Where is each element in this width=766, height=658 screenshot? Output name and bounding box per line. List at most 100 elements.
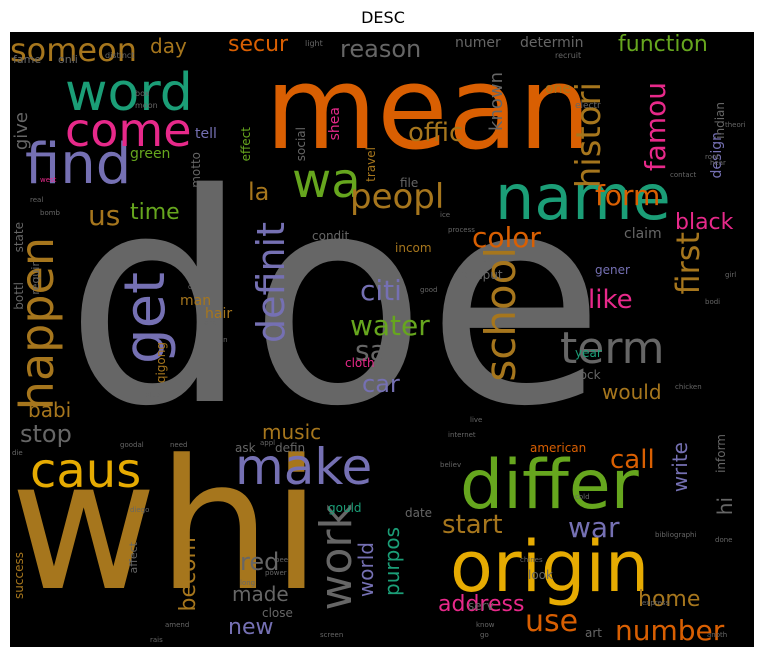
cloud-word: doe	[65, 133, 605, 470]
cloud-word: cat	[188, 283, 199, 291]
cloud-word: hear	[710, 159, 726, 167]
cloud-word: home	[638, 587, 701, 612]
cloud-word: determin	[520, 35, 584, 51]
cloud-word: secur	[228, 32, 289, 57]
cloud-word: blue	[145, 391, 161, 399]
cloud-word: date	[405, 506, 433, 520]
cloud-word: address	[438, 592, 525, 617]
cloud-word: electr	[575, 101, 601, 111]
cloud-word: stop	[20, 420, 72, 448]
cloud-word: good	[420, 286, 438, 294]
cloud-word: differ	[460, 446, 639, 525]
cloud-word: numer	[455, 35, 501, 51]
cloud-word: appl	[260, 439, 276, 447]
cloud-word: reason	[340, 35, 422, 63]
cloud-word: offic	[408, 118, 464, 148]
cloud-word: name	[495, 161, 671, 234]
cloud-word: tell	[195, 126, 217, 142]
cloud-word: mean	[265, 42, 592, 176]
cloud-word: work	[311, 504, 362, 611]
cloud-word: call	[610, 445, 655, 475]
cloud-word: know	[476, 621, 495, 629]
cloud-word: long	[240, 579, 256, 587]
cloud-word: amend	[165, 621, 190, 629]
cloud-word: one	[545, 81, 572, 97]
cloud-word: term	[560, 323, 665, 374]
cloud-word: color	[472, 221, 541, 254]
cloud-word: requir	[29, 262, 42, 295]
cloud-word: ask	[235, 441, 256, 455]
cloud-word: water	[350, 309, 430, 342]
cloud-word: recruit	[555, 51, 582, 60]
cloud-word: light	[305, 39, 323, 48]
cloud-word: definit	[249, 222, 293, 343]
cloud-word: citi	[360, 274, 402, 307]
cloud-word: file	[400, 176, 419, 190]
cloud-word: express	[642, 599, 670, 607]
cloud-word: la	[248, 178, 270, 206]
cloud-word: start	[442, 510, 503, 540]
cloud-word: origin	[450, 526, 650, 608]
cloud-word: rais	[150, 636, 163, 644]
cloud-word: peopl	[350, 177, 445, 217]
cloud-word: made	[232, 582, 289, 606]
cloud-word: root	[705, 153, 720, 161]
cloud-word: american	[530, 441, 587, 455]
cloud-word: hi	[713, 497, 737, 516]
cloud-word: john	[480, 256, 496, 264]
cloud-word: bottl	[12, 282, 26, 310]
cloud-word: comput	[457, 268, 503, 282]
cloud-word: us	[88, 199, 121, 232]
cloud-word: histori	[569, 82, 609, 189]
cloud-word: travel	[364, 147, 378, 182]
cloud-word: new	[228, 615, 274, 640]
cloud-word: war	[568, 511, 620, 544]
cloud-word: rock	[575, 368, 601, 382]
chart-title: DESC	[361, 8, 405, 27]
cloud-word: can	[215, 336, 228, 344]
cloud-word: hair	[205, 306, 233, 322]
cloud-word: anoth	[707, 631, 728, 639]
cloud-word: condit	[312, 229, 350, 243]
cloud-word: caus	[30, 443, 142, 499]
cloud-word: man	[180, 293, 212, 309]
cloud-word: jane	[202, 319, 217, 327]
cloud-word: purpos	[380, 527, 404, 596]
cloud-word: someon	[10, 32, 137, 69]
cloud-word: qigong	[154, 342, 168, 384]
cloud-word: whi	[10, 422, 322, 631]
cloud-word: go	[480, 631, 489, 639]
cloud-word: inform	[714, 434, 728, 473]
cloud-word: gener	[595, 263, 630, 277]
cloud-word: famou	[639, 82, 672, 172]
cloud-word: make	[235, 438, 373, 496]
cloud-word: onli	[58, 53, 78, 66]
cloud-word: music	[262, 420, 322, 444]
cloud-word: give	[11, 112, 32, 151]
word-cloud: doe whi mean origin differ name find word caus ma…	[10, 32, 754, 647]
cloud-word: west	[40, 176, 57, 184]
cloud-word: state	[12, 222, 26, 253]
cloud-word: look	[528, 568, 553, 582]
cloud-word: word	[65, 63, 193, 123]
cloud-word: bomb	[40, 209, 60, 217]
cloud-word: distinct	[105, 51, 135, 60]
cloud-word: box	[135, 89, 150, 98]
cloud-word: bodi	[705, 298, 721, 306]
cloud-word: art	[585, 626, 602, 640]
cloud-word: contact	[670, 171, 697, 179]
cloud-word: goodal	[120, 441, 144, 449]
cloud-word: fame	[13, 53, 42, 66]
cloud-word: ice	[440, 211, 451, 219]
cloud-word: believ	[440, 461, 462, 469]
cloud-word: real	[30, 196, 44, 204]
cloud-word: claim	[624, 226, 662, 242]
cloud-word: need	[170, 441, 188, 449]
cloud-word: diego	[130, 506, 150, 514]
cloud-word: babi	[28, 398, 72, 422]
cloud-word: would	[602, 380, 662, 404]
cloud-word: becom	[176, 537, 201, 612]
cloud-word: form	[595, 179, 661, 212]
cloud-word: wa	[292, 153, 361, 209]
cloud-word: say	[355, 334, 404, 367]
